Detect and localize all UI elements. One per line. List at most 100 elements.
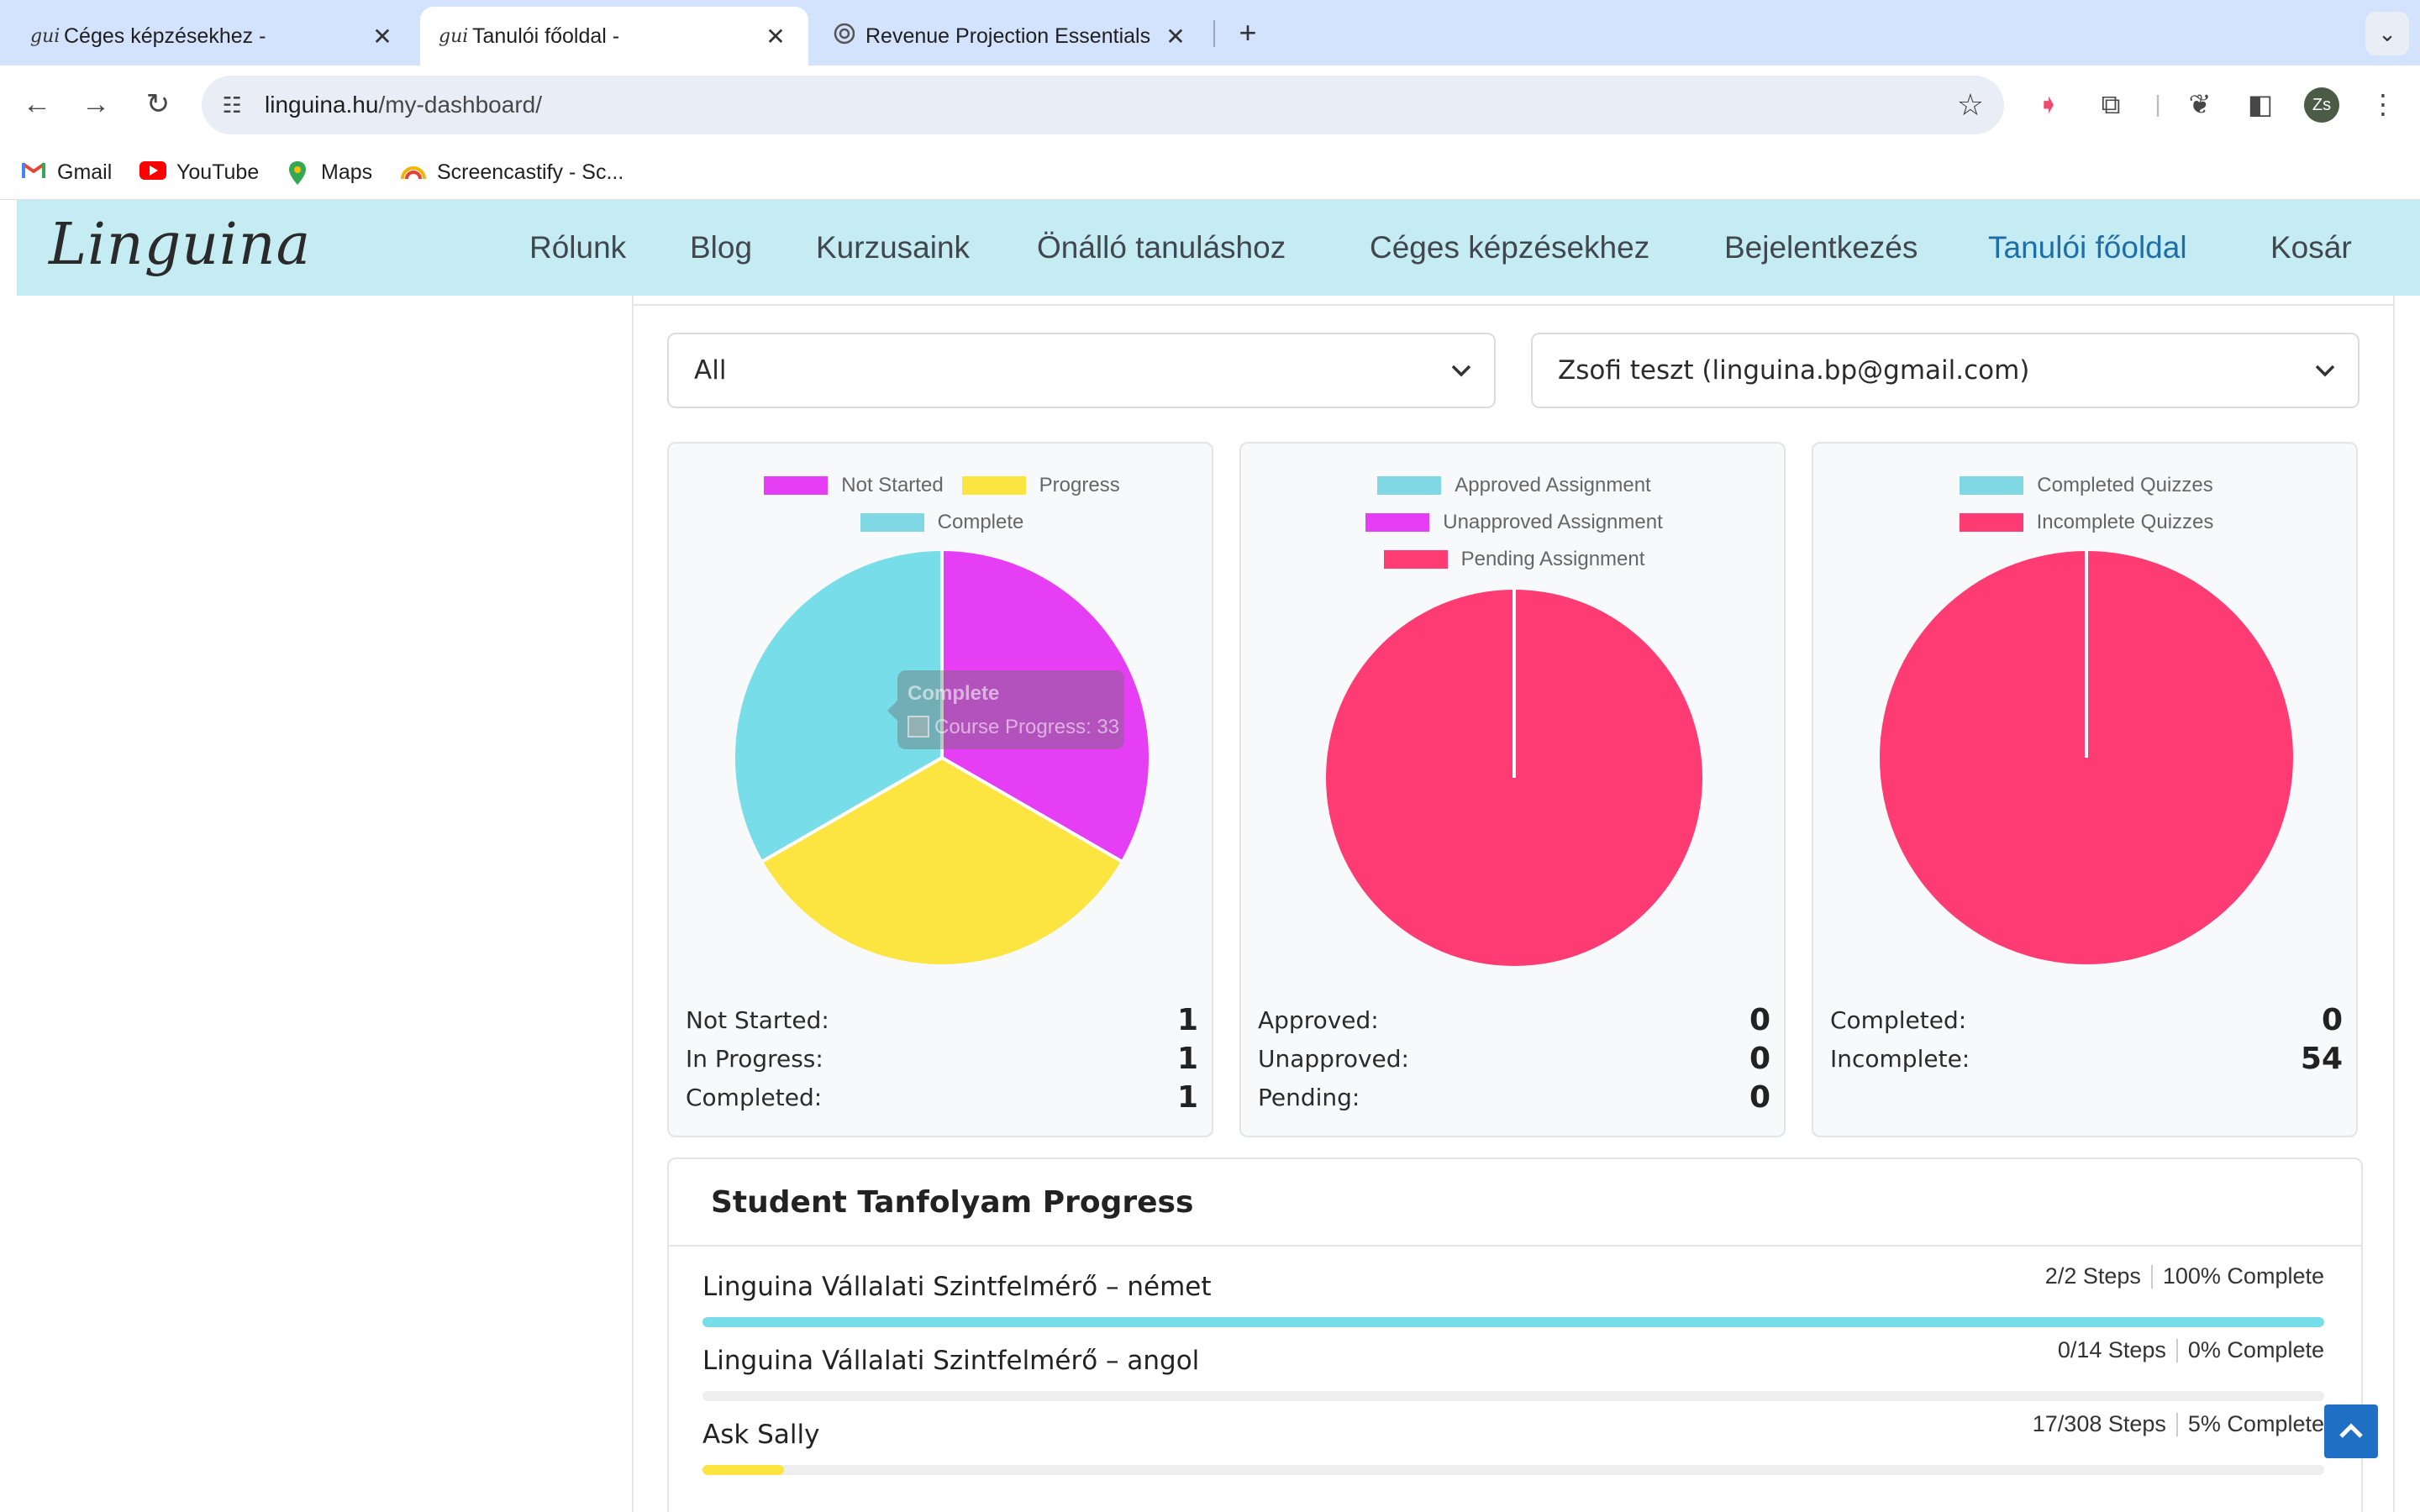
youtube-icon bbox=[138, 160, 168, 184]
tab-tanuloi-fooldal[interactable]: gui Tanulói főoldal - ✕ bbox=[420, 7, 808, 66]
more-menu-icon[interactable]: ⋮ bbox=[2370, 89, 2396, 119]
section-header: Student Tanfolyam Progress bbox=[669, 1159, 2361, 1247]
chart-legend: Complete bbox=[669, 511, 1212, 534]
course-complete: 5% Complete bbox=[2187, 1411, 2324, 1436]
course-name[interactable]: Linguina Vállalati Szintfelmérő – német bbox=[702, 1272, 1212, 1302]
stat-label: Unapproved: bbox=[1258, 1045, 1409, 1073]
bookmark-star-icon[interactable]: ☆ bbox=[1956, 87, 1984, 122]
back-arrow-icon[interactable]: ← bbox=[23, 88, 51, 120]
new-tab-button[interactable]: + bbox=[1239, 15, 1257, 50]
course-progress-row[interactable]: Linguina Vállalati Szintfelmérő – angol … bbox=[702, 1336, 2324, 1411]
bookmark-maps[interactable]: Maps bbox=[282, 144, 372, 200]
site-settings-icon[interactable]: ☷ bbox=[222, 92, 242, 118]
bookmark-label: YouTube bbox=[176, 160, 260, 184]
progress-bar bbox=[702, 1391, 2324, 1401]
stat-label: Pending: bbox=[1258, 1084, 1360, 1111]
site-favicon: gui bbox=[30, 25, 60, 47]
performance-leaf-icon[interactable]: ❦ bbox=[2188, 89, 2212, 119]
screencastify-icon bbox=[398, 160, 429, 184]
nav-blog[interactable]: Blog bbox=[690, 230, 753, 265]
stat-row: In Progress: 1 bbox=[686, 1040, 1198, 1079]
bookmark-youtube[interactable]: YouTube bbox=[138, 144, 259, 200]
site-header: Linguina Rólunk Blog Kurzusaink Önálló t… bbox=[0, 200, 2420, 296]
toolbar-divider: | bbox=[2154, 91, 2161, 117]
close-icon[interactable]: ✕ bbox=[1165, 23, 1186, 50]
user-filter-select[interactable]: Zsofi teszt (linguina.bp@gmail.com) bbox=[1531, 333, 2360, 408]
progress-bar-fill bbox=[702, 1317, 2324, 1327]
dashboard-panel: All Zsofi teszt (linguina.bp@gmail.com) … bbox=[632, 296, 2395, 1512]
tab-revenue-projection[interactable]: Revenue Projection Essentials ✕ bbox=[813, 7, 1208, 66]
close-icon[interactable]: ✕ bbox=[372, 23, 392, 50]
chart-legend: Unapproved Assignment bbox=[1241, 511, 1784, 534]
stat-row: Not Started: 1 bbox=[686, 1001, 1198, 1040]
address-bar[interactable]: ☷ linguina.hu/my-dashboard/ ☆ bbox=[202, 76, 2004, 134]
extension-arrow-icon[interactable]: ➧ bbox=[2037, 89, 2060, 119]
assignments-pie-chart bbox=[1326, 590, 1702, 966]
course-progress-row[interactable]: Ask Sally 17/308 Steps 5% Complete bbox=[702, 1410, 2324, 1485]
tooltip-arrow bbox=[887, 701, 897, 721]
chevron-up-icon bbox=[2339, 1423, 2363, 1438]
course-meta: 17/308 Steps 5% Complete bbox=[2033, 1411, 2324, 1437]
course-complete: 0% Complete bbox=[2187, 1337, 2324, 1362]
progress-bar-fill bbox=[702, 1465, 784, 1475]
course-progress-pie-chart bbox=[735, 551, 1149, 964]
progress-bar bbox=[702, 1317, 2324, 1327]
chart-legend: Pending Assignment bbox=[1241, 548, 1784, 571]
site-logo[interactable]: Linguina bbox=[49, 212, 312, 278]
stat-row: Unapproved: 0 bbox=[1258, 1040, 1770, 1079]
legend-item[interactable]: Not Started bbox=[764, 474, 944, 497]
meta-divider bbox=[2175, 1338, 2178, 1362]
stat-label: Not Started: bbox=[686, 1006, 829, 1034]
course-filter-select[interactable]: All bbox=[667, 333, 1496, 408]
chart-tooltip: Complete Course Progress: 33 bbox=[887, 670, 1124, 749]
legend-item[interactable]: Progress bbox=[961, 474, 1120, 497]
legend-item[interactable]: Approved Assignment bbox=[1377, 474, 1651, 497]
bookmark-screencastify[interactable]: Screencastify - Sc... bbox=[398, 144, 623, 200]
legend-item[interactable]: Pending Assignment bbox=[1383, 548, 1644, 571]
quizzes-card: Completed Quizzes Incomplete Quizzes Com… bbox=[1812, 442, 2358, 1137]
course-name[interactable]: Linguina Vállalati Szintfelmérő – angol bbox=[702, 1346, 1200, 1376]
legend-item[interactable]: Complete bbox=[860, 511, 1023, 534]
pie-slice-complete[interactable] bbox=[735, 551, 942, 861]
nav-kurzusaink[interactable]: Kurzusaink bbox=[816, 230, 971, 265]
legend-item[interactable]: Completed Quizzes bbox=[1960, 474, 2213, 497]
quizzes-pie-chart bbox=[1880, 551, 2293, 964]
gmail-icon bbox=[18, 160, 49, 184]
side-panel-icon[interactable]: ◧ bbox=[2247, 89, 2274, 119]
close-icon[interactable]: ✕ bbox=[765, 23, 786, 50]
pie-slice-not-started[interactable] bbox=[942, 551, 1149, 861]
stat-value: 1 bbox=[1176, 1003, 1198, 1037]
stat-value: 1 bbox=[1176, 1042, 1198, 1076]
course-progress-row[interactable]: Linguina Vállalati Szintfelmérő – német … bbox=[702, 1262, 2324, 1337]
chart-legend: Completed Quizzes bbox=[1813, 474, 2356, 497]
course-name[interactable]: Ask Sally bbox=[702, 1420, 820, 1450]
course-steps: 17/308 Steps bbox=[2032, 1411, 2166, 1436]
legend-swatch bbox=[1365, 513, 1430, 532]
openai-icon bbox=[832, 21, 865, 51]
nav-tanuloi-fooldal[interactable]: Tanulói főoldal bbox=[1988, 230, 2187, 265]
legend-item[interactable]: Incomplete Quizzes bbox=[1959, 511, 2213, 534]
meta-divider bbox=[2175, 1412, 2178, 1436]
bookmarks-bar: Gmail YouTube Maps Screencastify - Sc... bbox=[0, 144, 2420, 200]
tab-ceges-kepzesekhez[interactable]: gui Céges képzésekhez - ✕ bbox=[12, 7, 415, 66]
nav-rolunk[interactable]: Rólunk bbox=[529, 230, 627, 265]
reload-icon[interactable]: ↻ bbox=[145, 88, 171, 120]
nav-onallo-tanulashoz[interactable]: Önálló tanuláshoz bbox=[1037, 230, 1286, 265]
legend-swatch bbox=[764, 476, 829, 495]
course-meta: 2/2 Steps 100% Complete bbox=[2045, 1263, 2324, 1289]
scroll-to-top-button[interactable] bbox=[2324, 1404, 2378, 1458]
legend-swatch bbox=[961, 476, 1026, 495]
nav-kosar[interactable]: Kosár bbox=[2270, 230, 2352, 265]
url-text[interactable]: linguina.hu/my-dashboard/ bbox=[265, 76, 542, 134]
pie-slice-border bbox=[940, 756, 1123, 863]
section-title: Student Tanfolyam Progress bbox=[711, 1185, 1194, 1220]
nav-ceges-kepzesekhez[interactable]: Céges képzésekhez bbox=[1370, 230, 1650, 265]
bookmark-gmail[interactable]: Gmail bbox=[18, 144, 112, 200]
tab-search-chevron-icon[interactable]: ⌄ bbox=[2365, 12, 2409, 55]
extensions-puzzle-icon[interactable]: ⧉ bbox=[2101, 89, 2121, 119]
chart-legend: Approved Assignment bbox=[1241, 474, 1784, 497]
legend-item[interactable]: Unapproved Assignment bbox=[1365, 511, 1663, 534]
profile-avatar[interactable]: Zs bbox=[2304, 87, 2339, 123]
nav-bejelentkezes[interactable]: Bejelentkezés bbox=[1724, 230, 1918, 265]
forward-arrow-icon[interactable]: → bbox=[82, 88, 110, 120]
